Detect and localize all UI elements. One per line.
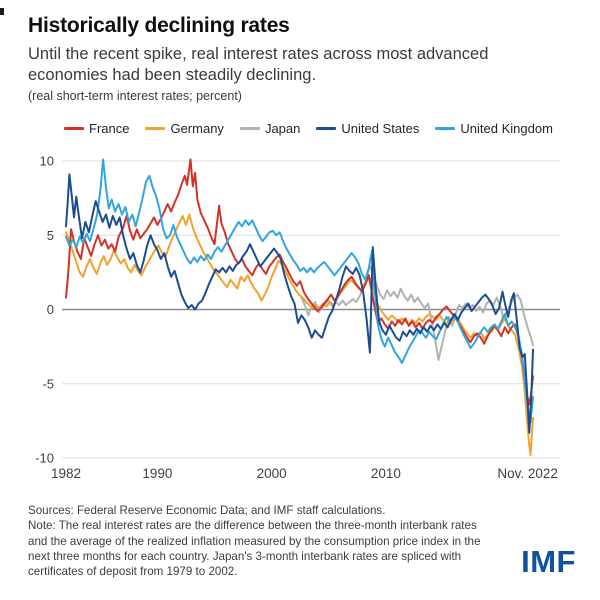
x-axis-label: 1982 xyxy=(51,466,81,481)
imf-logo: IMF xyxy=(521,544,576,579)
legend-item-united-states: United States xyxy=(316,121,419,136)
series-line-japan xyxy=(300,265,534,361)
series-line-france xyxy=(65,158,534,406)
footer-sources: Sources: Federal Reserve Economic Data; … xyxy=(28,504,386,517)
series-line-united-kingdom xyxy=(65,158,534,424)
legend-color-swatch xyxy=(64,127,84,130)
x-axis-label: 2000 xyxy=(257,466,287,481)
y-axis-label: 0 xyxy=(47,302,54,317)
legend-label: France xyxy=(89,121,130,136)
x-axis-label: 1990 xyxy=(142,466,172,481)
legend-label: Japan xyxy=(264,121,301,136)
x-axis-label: 2010 xyxy=(371,466,401,481)
series-line-germany xyxy=(65,213,534,456)
page-title: Historically declining rates xyxy=(28,14,290,37)
legend-label: Germany xyxy=(170,121,224,136)
x-axis-label: Nov. 2022 xyxy=(497,466,558,481)
legend-color-swatch xyxy=(435,127,456,130)
chart-subtitle: Until the recent spike, real interest ra… xyxy=(28,45,489,84)
legend-color-swatch xyxy=(239,127,260,130)
unit-note: (real short-term interest rates; percent… xyxy=(28,89,242,103)
y-axis-label: -5 xyxy=(42,376,54,391)
legend-color-swatch xyxy=(145,127,166,130)
footer: Sources: Federal Reserve Economic Data; … xyxy=(28,503,490,579)
y-axis-label: 10 xyxy=(40,154,54,169)
footer-note: Note: The real interest rates are the di… xyxy=(28,519,481,579)
legend-color-swatch xyxy=(316,127,337,130)
legend-label: United States xyxy=(341,121,420,136)
legend-item-france: France xyxy=(64,121,129,136)
y-axis-label: 5 xyxy=(47,228,54,243)
legend-label: United Kingdom xyxy=(460,121,553,136)
series-line-united-states xyxy=(65,173,534,434)
legend-item-japan: Japan xyxy=(239,121,301,136)
legend-item-united-kingdom: United Kingdom xyxy=(435,121,553,136)
legend-item-germany: Germany xyxy=(145,121,224,136)
y-axis-label: -10 xyxy=(35,451,54,466)
chart-legend: France Germany Japan United States United Ki… xyxy=(64,121,553,136)
corner-artifact xyxy=(0,8,4,15)
